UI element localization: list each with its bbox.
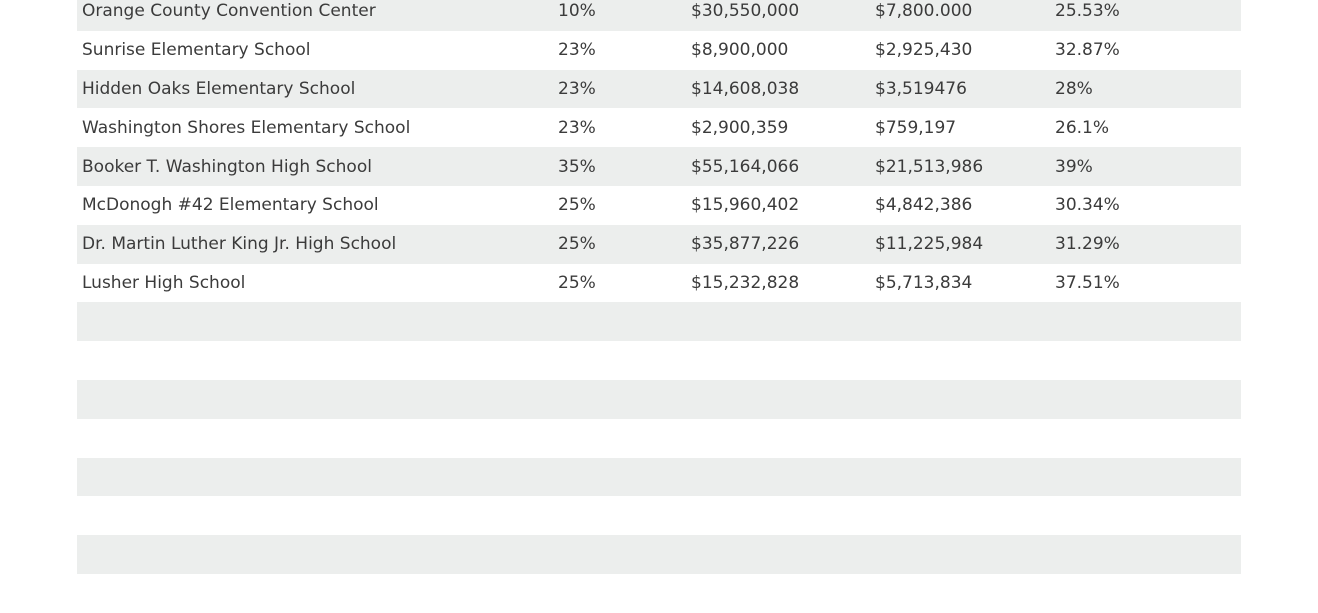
- project-name-cell: [77, 574, 558, 613]
- table-row: [77, 341, 1241, 380]
- goal-rate-cell: [558, 574, 691, 613]
- table-row: [77, 457, 1241, 497]
- table-row: [77, 573, 1241, 613]
- table-row: [77, 496, 1241, 536]
- actual-rate-cell: [1055, 574, 1241, 613]
- actual-rate-cell: 39%: [1055, 156, 1093, 177]
- goal-rate-cell: [558, 535, 691, 574]
- table-row: [77, 418, 1241, 458]
- contract-amount-cell: $11,225,984: [875, 234, 984, 255]
- goal-rate-cell: [558, 380, 691, 419]
- table-row: [77, 379, 1241, 419]
- actual-rate-cell: [1055, 535, 1241, 574]
- goal-rate-cell: [558, 419, 691, 458]
- actual-rate-cell: [1055, 496, 1241, 535]
- goal-rate-cell: 35%: [558, 156, 596, 177]
- project-cost-cell: [691, 302, 875, 341]
- table-row: Booker T. Washington High School 35% $55,1…: [77, 147, 1241, 186]
- contract-amount-cell: [875, 496, 1055, 535]
- project-cost-cell: [691, 574, 875, 613]
- project-cost-cell: $14,608,038: [691, 78, 800, 99]
- project-name-cell: [77, 496, 558, 535]
- actual-rate-cell: [1055, 458, 1241, 497]
- actual-rate-cell: 26.1%: [1055, 117, 1110, 138]
- goal-rate-cell: 23%: [558, 40, 596, 61]
- contract-amount-cell: [875, 302, 1055, 341]
- project-name-cell: Dr. Martin Luther King Jr. High School: [82, 234, 397, 255]
- table-row: [77, 535, 1241, 574]
- contract-amount-cell: [875, 458, 1055, 497]
- goal-rate-cell: [558, 341, 691, 380]
- contract-amount-cell: [875, 535, 1055, 574]
- project-name-cell: [77, 302, 558, 341]
- project-name-cell: McDonogh #42 Elementary School: [82, 195, 379, 216]
- contract-amount-cell: $7,800.000: [875, 1, 973, 22]
- table-row: [77, 302, 1241, 342]
- table-row: Orange County Convention Center 10% $30,55…: [77, 0, 1241, 31]
- project-name-cell: Lusher High School: [82, 272, 246, 293]
- goal-rate-cell: [558, 458, 691, 497]
- project-cost-cell: $15,232,828: [691, 272, 800, 293]
- project-name-cell: Hidden Oaks Elementary School: [82, 78, 356, 99]
- goal-rate-cell: 23%: [558, 78, 596, 99]
- project-name-cell: Booker T. Washington High School: [82, 156, 372, 177]
- actual-rate-cell: 25.53%: [1055, 1, 1120, 22]
- table-row: Hidden Oaks Elementary School 23% $14,608,…: [77, 69, 1241, 109]
- goal-rate-cell: [558, 496, 691, 535]
- goal-rate-cell: 25%: [558, 195, 596, 216]
- project-name-cell: Washington Shores Elementary School: [82, 117, 411, 138]
- contract-amount-cell: $4,842,386: [875, 195, 973, 216]
- contract-amount-cell: [875, 341, 1055, 380]
- actual-rate-cell: [1055, 419, 1241, 458]
- contract-amount-cell: $759,197: [875, 117, 957, 138]
- project-name-cell: Orange County Convention Center: [82, 1, 376, 22]
- project-name-cell: [77, 419, 558, 458]
- actual-rate-cell: 37.51%: [1055, 272, 1120, 293]
- contract-amount-cell: [875, 574, 1055, 613]
- project-cost-cell: [691, 496, 875, 535]
- project-cost-cell: $2,900,359: [691, 117, 789, 138]
- table-row: McDonogh #42 Elementary School 25% $15,960…: [77, 185, 1241, 225]
- table-row: Dr. Martin Luther King Jr. High School 25…: [77, 224, 1241, 264]
- project-cost-cell: $15,960,402: [691, 195, 800, 216]
- table-row: Washington Shores Elementary School 23% $2…: [77, 108, 1241, 148]
- project-cost-cell: $55,164,066: [691, 156, 800, 177]
- table-body: Orange County Convention Center 10% $30,55…: [77, 0, 1241, 613]
- project-cost-cell: [691, 380, 875, 419]
- table-row: Lusher High School 25% $15,232,828 $5,713,8…: [77, 263, 1241, 303]
- goal-rate-cell: 25%: [558, 234, 596, 255]
- contract-amount-cell: $21,513,986: [875, 156, 984, 177]
- goal-rate-cell: [558, 302, 691, 341]
- projects-table: Orange County Convention Center 10% $30,55…: [77, 0, 1241, 613]
- project-cost-cell: $8,900,000: [691, 40, 789, 61]
- project-name-cell: [77, 535, 558, 574]
- actual-rate-cell: 28%: [1055, 78, 1093, 99]
- actual-rate-cell: [1055, 302, 1241, 341]
- contract-amount-cell: $2,925,430: [875, 40, 973, 61]
- actual-rate-cell: 31.29%: [1055, 234, 1120, 255]
- goal-rate-cell: 10%: [558, 1, 596, 22]
- project-cost-cell: $35,877,226: [691, 234, 800, 255]
- actual-rate-cell: [1055, 380, 1241, 419]
- project-cost-cell: $30,550,000: [691, 1, 800, 22]
- actual-rate-cell: 30.34%: [1055, 195, 1120, 216]
- actual-rate-cell: 32.87%: [1055, 40, 1120, 61]
- project-name-cell: Sunrise Elementary School: [82, 40, 311, 61]
- project-cost-cell: [691, 341, 875, 380]
- contract-amount-cell: $3,519476: [875, 78, 967, 99]
- project-name-cell: [77, 458, 558, 497]
- contract-amount-cell: [875, 380, 1055, 419]
- table-row: Sunrise Elementary School 23% $8,900,000 $2…: [77, 30, 1241, 70]
- project-cost-cell: [691, 458, 875, 497]
- project-cost-cell: [691, 535, 875, 574]
- projects-table-container: Orange County Convention Center 10% $30,55…: [77, 0, 1241, 613]
- goal-rate-cell: 23%: [558, 117, 596, 138]
- contract-amount-cell: [875, 419, 1055, 458]
- project-name-cell: [77, 380, 558, 419]
- goal-rate-cell: 25%: [558, 272, 596, 293]
- contract-amount-cell: $5,713,834: [875, 272, 973, 293]
- project-cost-cell: [691, 419, 875, 458]
- project-name-cell: [77, 341, 558, 380]
- actual-rate-cell: [1055, 341, 1241, 380]
